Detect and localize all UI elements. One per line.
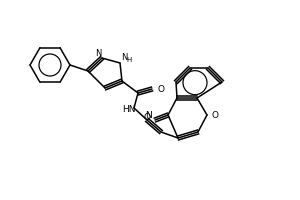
Text: HN: HN bbox=[122, 104, 136, 114]
Text: O: O bbox=[157, 84, 164, 94]
Text: N: N bbox=[95, 48, 101, 58]
Text: N: N bbox=[146, 112, 152, 120]
Text: H: H bbox=[126, 57, 132, 63]
Text: O: O bbox=[212, 110, 219, 119]
Text: O: O bbox=[143, 114, 150, 122]
Text: N: N bbox=[121, 53, 127, 62]
